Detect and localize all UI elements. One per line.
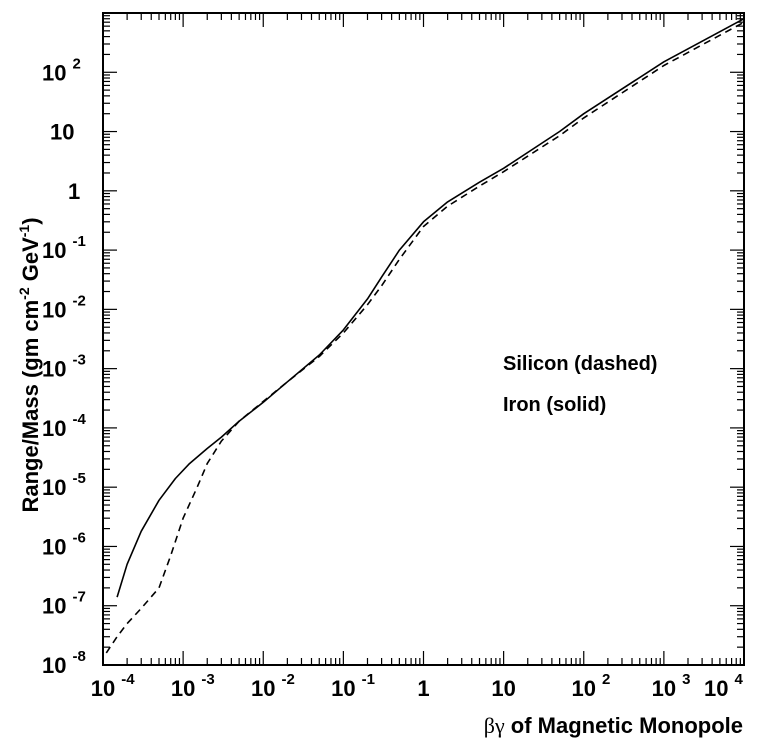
y-axis-label-prefix: Range/Mass (gm cm xyxy=(18,300,43,513)
x-axis-label-text: of Magnetic Monopole xyxy=(505,713,743,738)
x-tick-label: 10 3 xyxy=(652,671,691,701)
y-tick-label: 10 -2 xyxy=(42,292,86,322)
x-tick-labels: 10 -4 10 -3 10 -2 10 -1 1 10 10 2 10 3 10 4 xyxy=(91,671,744,701)
y-tick-label: 10 xyxy=(50,120,74,145)
y-tick-label: 10 2 xyxy=(42,55,81,85)
x-tick-label: 10 4 xyxy=(704,671,743,701)
annotation-iron: Iron (solid) xyxy=(503,394,606,416)
y-tick-label: 10 -5 xyxy=(42,470,86,500)
x-tick-label: 1 xyxy=(417,676,429,701)
series-iron-line xyxy=(116,17,745,598)
annotation-silicon: Silicon (dashed) xyxy=(503,353,657,375)
y-tick-label: 10 -4 xyxy=(42,411,86,441)
x-axis-label: βγ of Magnetic Monopole xyxy=(484,713,743,738)
y-tick-label: 10 -6 xyxy=(42,529,86,559)
x-axis-label-symbol: βγ xyxy=(484,713,505,738)
y-tick-label: 1 xyxy=(68,179,80,204)
y-axis-label-sup2: -1 xyxy=(16,225,32,238)
y-axis-label-mid: GeV xyxy=(18,237,43,287)
x-tick-label: 10 2 xyxy=(572,671,611,701)
y-tick-label: 10 -1 xyxy=(42,233,86,263)
axis-ticks xyxy=(102,12,745,666)
y-tick-labels: 10-8 10-7 10-6 10-5 10-4 10-3 10-2 10 -1 1 10 10 2 xyxy=(42,55,86,678)
x-tick-label: 10 -2 xyxy=(251,671,295,701)
series-lines xyxy=(105,17,745,654)
y-tick-label: 10 -3 xyxy=(42,352,86,382)
y-tick-label: 10 -8 xyxy=(42,648,86,678)
y-axis-label-sup1: -2 xyxy=(16,287,32,300)
y-axis-label-suffix: ) xyxy=(18,217,43,224)
plot-frame xyxy=(102,12,745,666)
y-axis-label: Range/Mass (gm cm-2 GeV-1) xyxy=(16,217,43,512)
x-tick-label: 10 -1 xyxy=(331,671,375,701)
x-tick-label: 10 -3 xyxy=(171,671,215,701)
x-tick-label: 10 -4 xyxy=(91,671,135,701)
x-tick-label: 10 xyxy=(491,676,515,701)
series-silicon-line xyxy=(105,21,745,654)
y-tick-label: 10 -7 xyxy=(42,589,86,619)
